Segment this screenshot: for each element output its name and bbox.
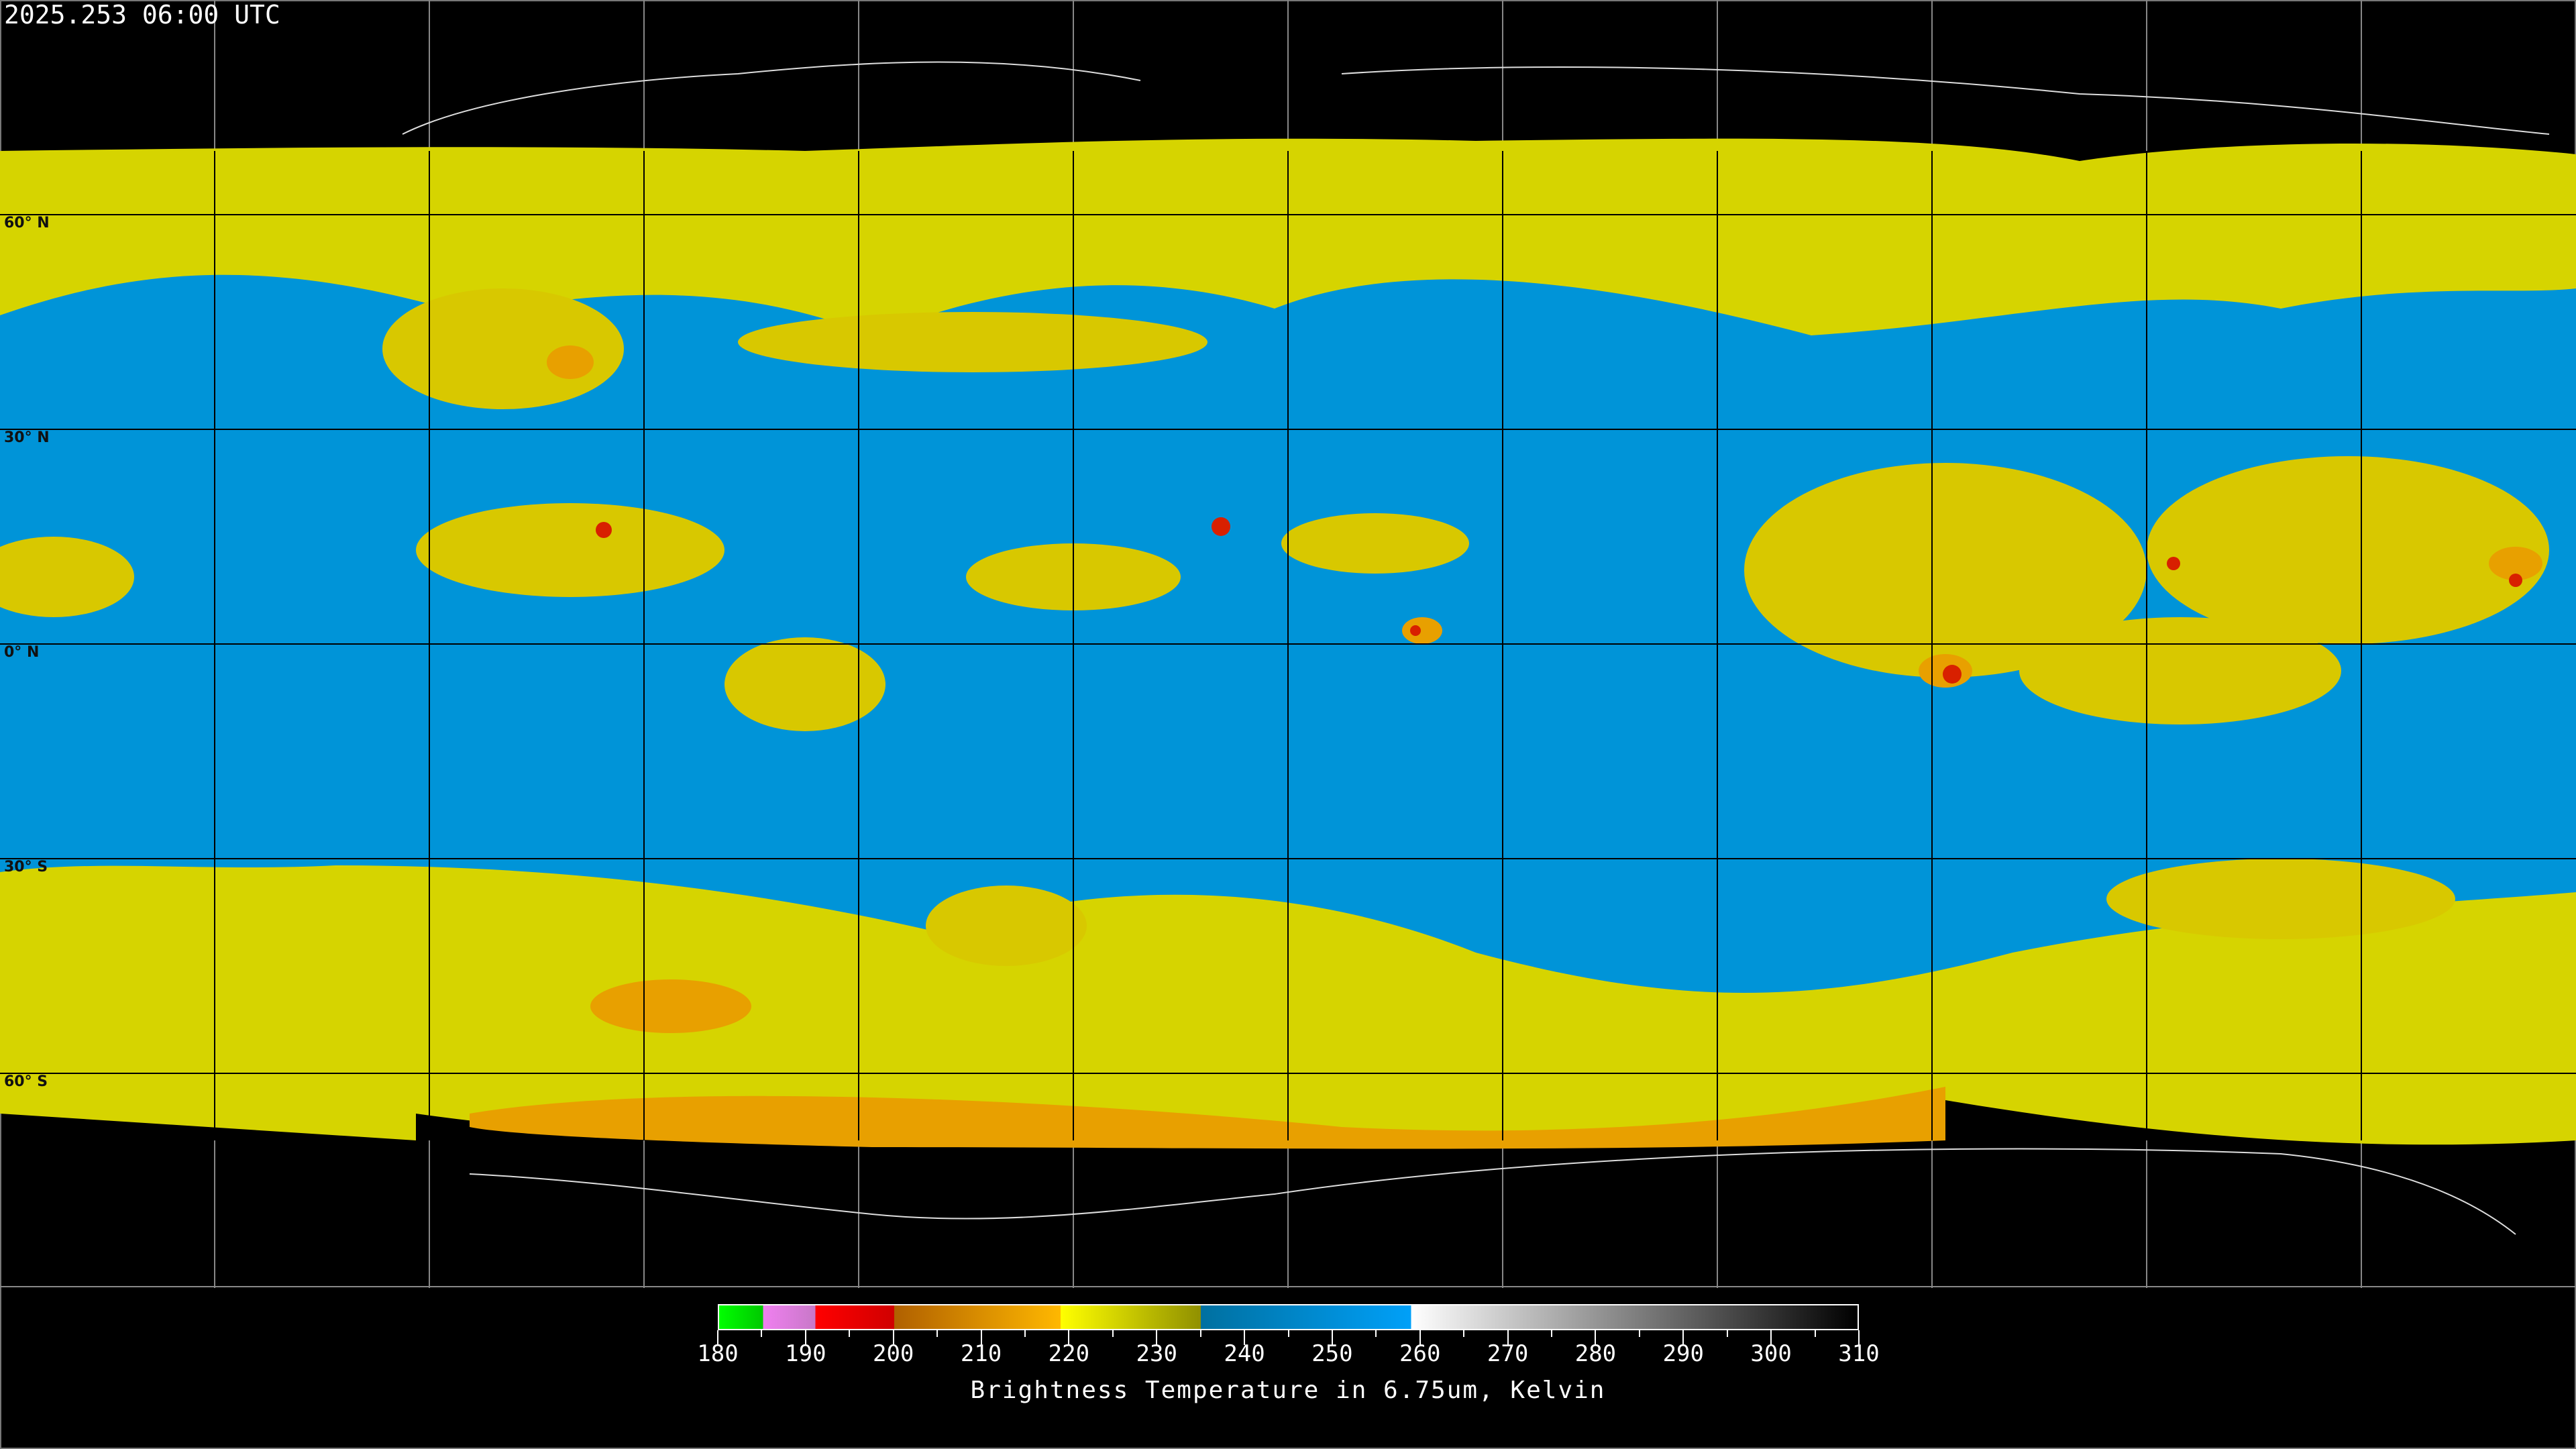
colorbar-tick: [1682, 1330, 1684, 1345]
colorbar-tick-label: 220: [1048, 1340, 1090, 1367]
colorbar-tick-label: 240: [1224, 1340, 1265, 1367]
colorbar-tick: [1199, 1330, 1201, 1337]
lat-label-30n: 30° N: [4, 429, 50, 446]
colorbar-tick-label: 270: [1487, 1340, 1529, 1367]
colorbar-tick: [1024, 1330, 1026, 1337]
timestamp-title: 2025.253 06:00 UTC: [4, 0, 280, 30]
coastlines-outside: [402, 61, 2550, 1235]
colorbar-tick-label: 290: [1662, 1340, 1705, 1367]
colorbar-tick-label: 180: [697, 1340, 739, 1367]
colorbar-label: Brightness Temperature in 6.75um, Kelvin: [970, 1377, 1606, 1404]
water-vapor-map: [0, 0, 2576, 1288]
colorbar-tick: [1595, 1330, 1597, 1345]
colorbar-tick: [1507, 1330, 1509, 1345]
colorbar-tick-label: 230: [1136, 1340, 1177, 1367]
colorbar-tick: [892, 1330, 894, 1345]
colorbar-tick-label: 210: [960, 1340, 1002, 1367]
colorbar-tick-label: 280: [1574, 1340, 1617, 1367]
colorbar-tick: [1331, 1330, 1333, 1345]
colorbar-tick: [1814, 1330, 1816, 1337]
colorbar-tick: [1770, 1330, 1772, 1345]
colorbar-tick: [1726, 1330, 1728, 1337]
lat-label-60n: 60° N: [4, 215, 50, 231]
colorbar-tick: [1858, 1330, 1860, 1345]
colorbar-tick: [1375, 1330, 1377, 1337]
convection-cells: [0, 288, 2549, 966]
colorbar-tick: [804, 1330, 806, 1345]
colorbar: [718, 1304, 1859, 1330]
colorbar-tick: [761, 1330, 763, 1337]
colorbar-tick-label: 190: [785, 1340, 826, 1367]
colorbar-tick-label: 260: [1399, 1340, 1441, 1367]
colorbar-tick: [1287, 1330, 1289, 1337]
colorbar-tick-label: 300: [1750, 1340, 1792, 1367]
colorbar-tick: [717, 1330, 718, 1345]
lat-label-0n: 0° N: [4, 644, 40, 661]
lat-label-30s: 30° S: [4, 859, 48, 875]
colorbar-tick: [1244, 1330, 1246, 1345]
colorbar-tick: [1068, 1330, 1070, 1345]
colorbar-tick: [1112, 1330, 1114, 1337]
colorbar-tick-label: 310: [1838, 1340, 1880, 1367]
colorbar-tick-label: 250: [1311, 1340, 1353, 1367]
colorbar-tick-label: 200: [872, 1340, 914, 1367]
colorbar-tick: [849, 1330, 851, 1337]
grid-over: [0, 151, 2576, 1140]
colorbar-tick: [1638, 1330, 1640, 1337]
colorbar-tick: [1551, 1330, 1553, 1337]
colorbar-tick: [936, 1330, 938, 1337]
colorbar-tick: [1419, 1330, 1421, 1345]
colorbar-tick: [1156, 1330, 1158, 1345]
colorbar-tick: [980, 1330, 982, 1345]
deep-convection: [596, 517, 2522, 684]
lat-label-60s: 60° S: [4, 1073, 48, 1090]
colorbar-tick: [1463, 1330, 1465, 1337]
